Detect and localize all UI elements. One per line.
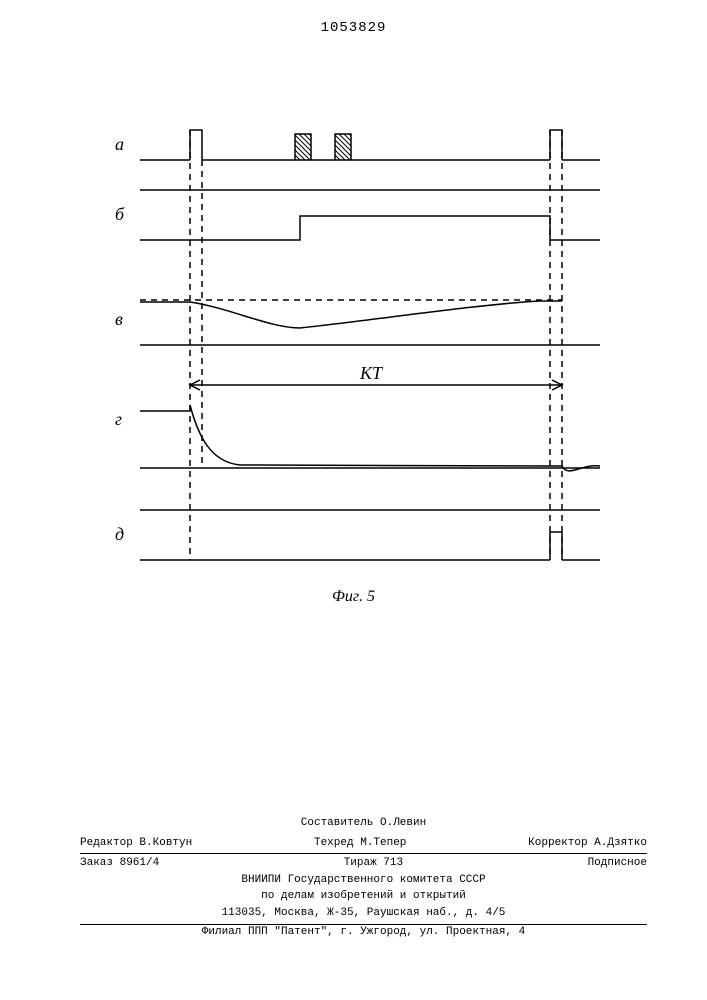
- svg-text:г: г: [115, 409, 122, 429]
- compiler-label: Составитель О.Левин: [301, 816, 426, 831]
- svg-text:а: а: [115, 134, 124, 154]
- svg-text:в: в: [115, 309, 123, 329]
- footer-block: Составитель О.Левин Редактор В.Ковтун Те…: [80, 814, 647, 940]
- org-line-2: по делам изобретений и открытий: [80, 889, 647, 904]
- sub-label: Подписное: [588, 856, 647, 871]
- corrector-label: Корректор А.Дзятко: [528, 836, 647, 851]
- tech-label: Техред М.Тепер: [314, 836, 406, 851]
- document-number: 1053829: [0, 20, 707, 36]
- editor-label: Редактор В.Ковтун: [80, 836, 192, 851]
- address-line: 113035, Москва, Ж-35, Раушская наб., д. …: [80, 904, 647, 924]
- tirazh-label: Тираж 713: [344, 856, 403, 871]
- svg-text:д: д: [115, 524, 124, 544]
- timing-diagram: а б в г д КТ: [100, 100, 610, 580]
- figure-caption: Фиг. 5: [0, 588, 707, 606]
- order-label: Заказ 8961/4: [80, 856, 159, 871]
- svg-text:б: б: [115, 204, 125, 224]
- svg-text:КТ: КТ: [359, 363, 384, 383]
- org-line-1: ВНИИПИ Государственного комитета СССР: [80, 873, 647, 888]
- branch-line: Филиал ППП "Патент", г. Ужгород, ул. Про…: [80, 925, 647, 940]
